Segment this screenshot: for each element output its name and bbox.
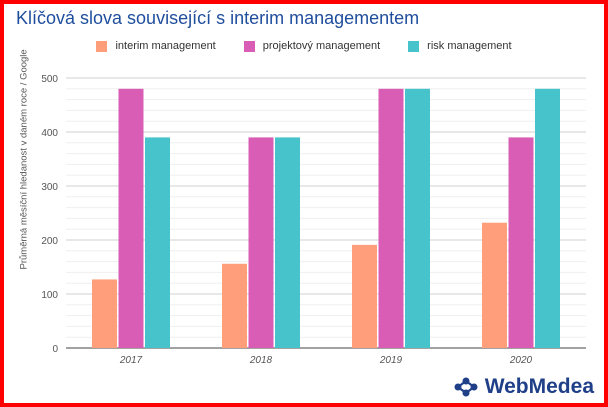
bar-2017-1 <box>92 279 117 348</box>
y-tick-label: 0 <box>52 344 58 355</box>
legend-label-projektovy: projektový management <box>262 40 381 52</box>
legend-item-interim: interim management <box>96 40 216 52</box>
legend-swatch-projektovy <box>243 40 255 52</box>
legend-label-interim: interim management <box>115 40 216 52</box>
bar-2018-2 <box>248 137 274 348</box>
bar-2020-3 <box>535 88 560 349</box>
plot-area: 0 100 200 300 400 500 2017 2018 2019 2020 <box>41 74 586 366</box>
legend-item-risk: risk management <box>408 40 512 52</box>
bar-2018-1 <box>222 263 247 348</box>
network-icon <box>454 377 478 397</box>
y-tick-label: 300 <box>41 182 58 193</box>
legend-item-projektovy: projektový management <box>243 40 381 52</box>
y-tick-label: 200 <box>41 236 58 247</box>
legend-swatch-interim <box>96 40 108 52</box>
bar-2019-2 <box>378 88 404 349</box>
chart-title: Klíčová slova související s interim mana… <box>16 8 420 28</box>
webmedea-logo: WebMedea <box>453 375 594 399</box>
x-tick-label: 2019 <box>379 355 403 366</box>
x-tick-label: 2017 <box>119 355 143 366</box>
bar-2019-1 <box>352 244 377 348</box>
bar-2020-1 <box>482 222 507 348</box>
bar-2017-3 <box>145 137 170 348</box>
bar-2018-3 <box>275 137 300 348</box>
x-tick-label: 2018 <box>249 355 273 366</box>
x-tick-label: 2020 <box>509 355 533 366</box>
bar-2017-2 <box>118 88 144 349</box>
y-tick-label: 100 <box>41 290 58 301</box>
bar-2019-3 <box>405 88 430 349</box>
y-tick-label: 500 <box>41 74 58 85</box>
legend-swatch-risk <box>408 40 420 52</box>
legend: interim management projektový management… <box>4 40 604 52</box>
bar-2020-2 <box>508 137 534 348</box>
legend-label-risk: risk management <box>427 40 512 52</box>
y-tick-label: 400 <box>41 128 58 139</box>
brand-name: WebMedea <box>484 375 594 398</box>
